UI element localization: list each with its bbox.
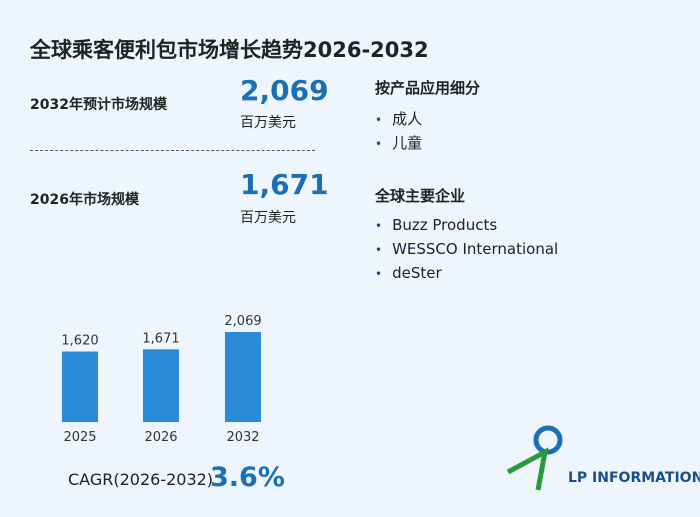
stat-label: 2032年预计市场规模 bbox=[30, 97, 167, 113]
stat-value: 2,069 bbox=[240, 74, 329, 107]
bar bbox=[62, 351, 98, 422]
bar bbox=[143, 349, 179, 422]
segments-heading: 按产品应用细分 bbox=[375, 79, 481, 97]
data-label: 2,069 bbox=[224, 314, 261, 329]
companies-heading: 全球主要企业 bbox=[375, 187, 466, 205]
list-item: 成人 bbox=[375, 108, 422, 132]
list-item: 儿童 bbox=[375, 132, 422, 156]
companies-list: Buzz ProductsWESSCO InternationaldeSter bbox=[375, 216, 558, 288]
stat-unit: 百万美元 bbox=[240, 115, 296, 131]
divider bbox=[30, 150, 315, 151]
data-label: 1,620 bbox=[61, 334, 98, 349]
title: 全球乘客便利包市场增长趋势2026-2032 bbox=[30, 38, 429, 62]
data-label: 1,671 bbox=[142, 331, 179, 346]
bar bbox=[225, 332, 261, 422]
stat-unit: 百万美元 bbox=[240, 210, 296, 226]
logo-icon bbox=[506, 425, 563, 491]
x-tick-label: 2032 bbox=[226, 430, 259, 445]
x-tick-label: 2025 bbox=[63, 430, 96, 445]
list-item: deSter bbox=[375, 264, 558, 288]
cagr-value: 3.6% bbox=[210, 462, 285, 493]
stat-label: 2026年市场规模 bbox=[30, 192, 139, 208]
list-item: Buzz Products bbox=[375, 216, 558, 240]
cagr-label: CAGR(2026-2032) bbox=[68, 470, 214, 489]
stat-value: 1,671 bbox=[240, 168, 329, 201]
logo-text: LP INFORMATION bbox=[568, 470, 700, 486]
x-tick-label: 2026 bbox=[144, 430, 177, 445]
list-item: WESSCO International bbox=[375, 240, 558, 264]
segments-list: 成人儿童 bbox=[375, 108, 422, 156]
